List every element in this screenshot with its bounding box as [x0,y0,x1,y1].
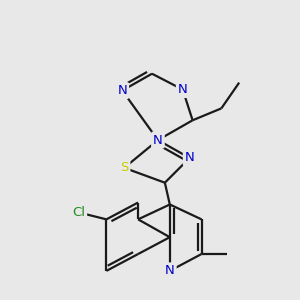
Text: N: N [178,83,188,96]
Text: Cl: Cl [72,206,85,219]
Text: N: N [165,264,175,278]
Text: N: N [185,152,194,164]
Text: S: S [120,161,128,174]
Text: N: N [153,134,163,147]
Text: N: N [117,84,127,97]
